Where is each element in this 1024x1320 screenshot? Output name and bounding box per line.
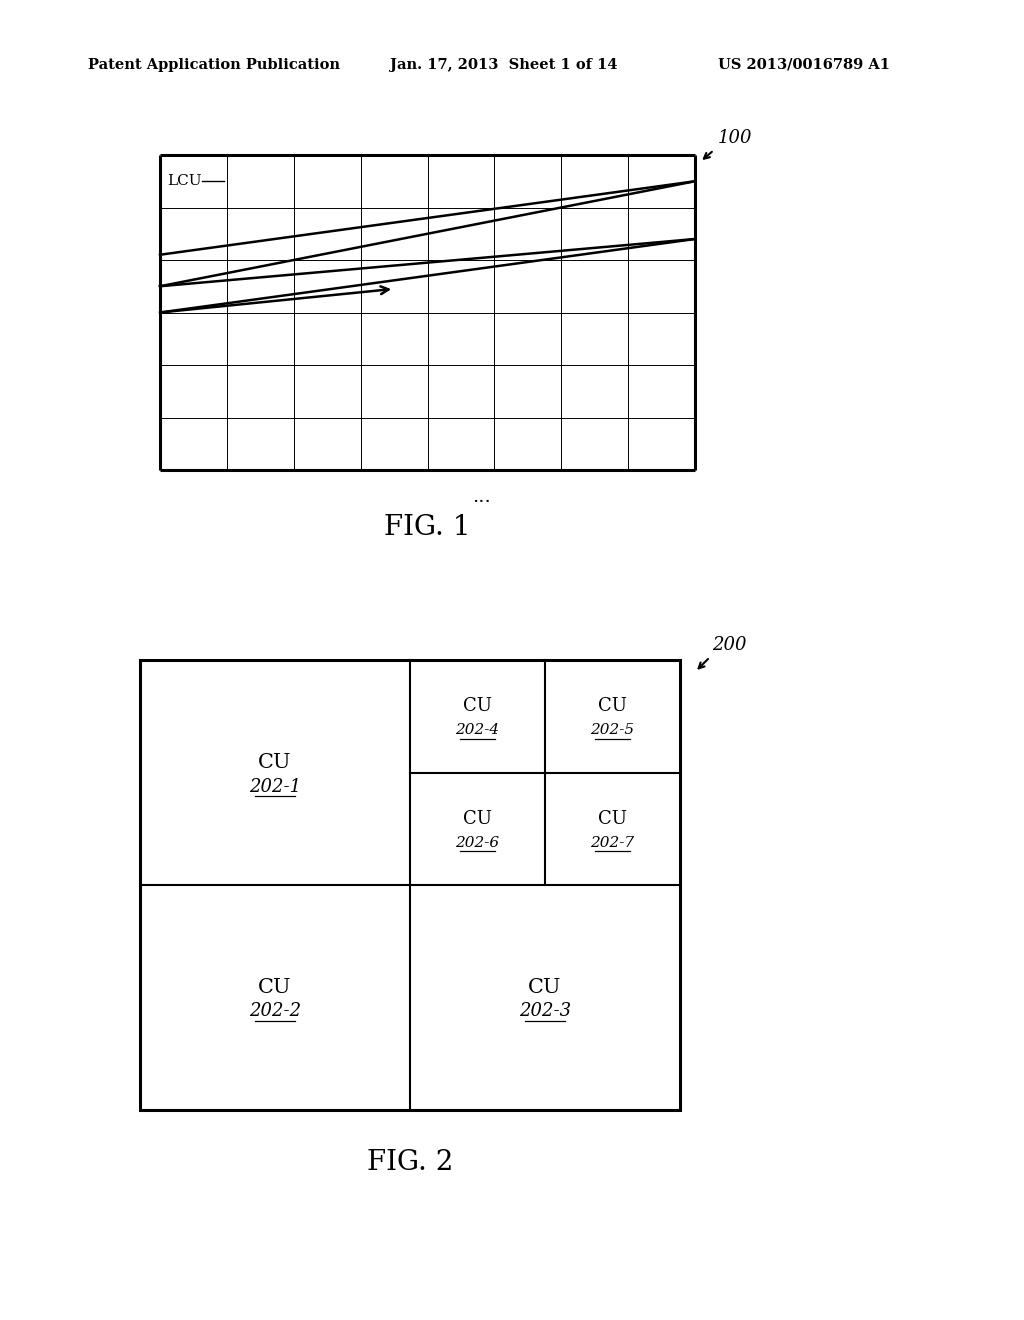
Text: 202-2: 202-2	[249, 1002, 301, 1020]
Text: 202-6: 202-6	[456, 836, 500, 850]
Text: 200: 200	[712, 636, 746, 653]
Text: 202-7: 202-7	[591, 836, 635, 850]
Text: CU: CU	[258, 978, 292, 997]
Text: Patent Application Publication: Patent Application Publication	[88, 58, 340, 73]
Text: CU: CU	[598, 809, 627, 828]
Text: US 2013/0016789 A1: US 2013/0016789 A1	[718, 58, 890, 73]
Text: 202-3: 202-3	[519, 1002, 571, 1020]
Text: FIG. 2: FIG. 2	[367, 1148, 454, 1176]
Text: 202-1: 202-1	[249, 777, 301, 796]
Text: CU: CU	[598, 697, 627, 715]
Text: LCU: LCU	[167, 174, 202, 189]
Text: FIG. 1: FIG. 1	[384, 513, 471, 541]
Text: 202-4: 202-4	[456, 723, 500, 738]
Text: ...: ...	[472, 488, 490, 506]
Text: 100: 100	[718, 129, 753, 147]
Text: CU: CU	[258, 752, 292, 772]
Text: CU: CU	[463, 697, 492, 715]
Text: CU: CU	[528, 978, 562, 997]
Text: 202-5: 202-5	[591, 723, 635, 738]
Text: Jan. 17, 2013  Sheet 1 of 14: Jan. 17, 2013 Sheet 1 of 14	[390, 58, 617, 73]
Text: CU: CU	[463, 809, 492, 828]
Bar	[140, 660, 680, 1110]
